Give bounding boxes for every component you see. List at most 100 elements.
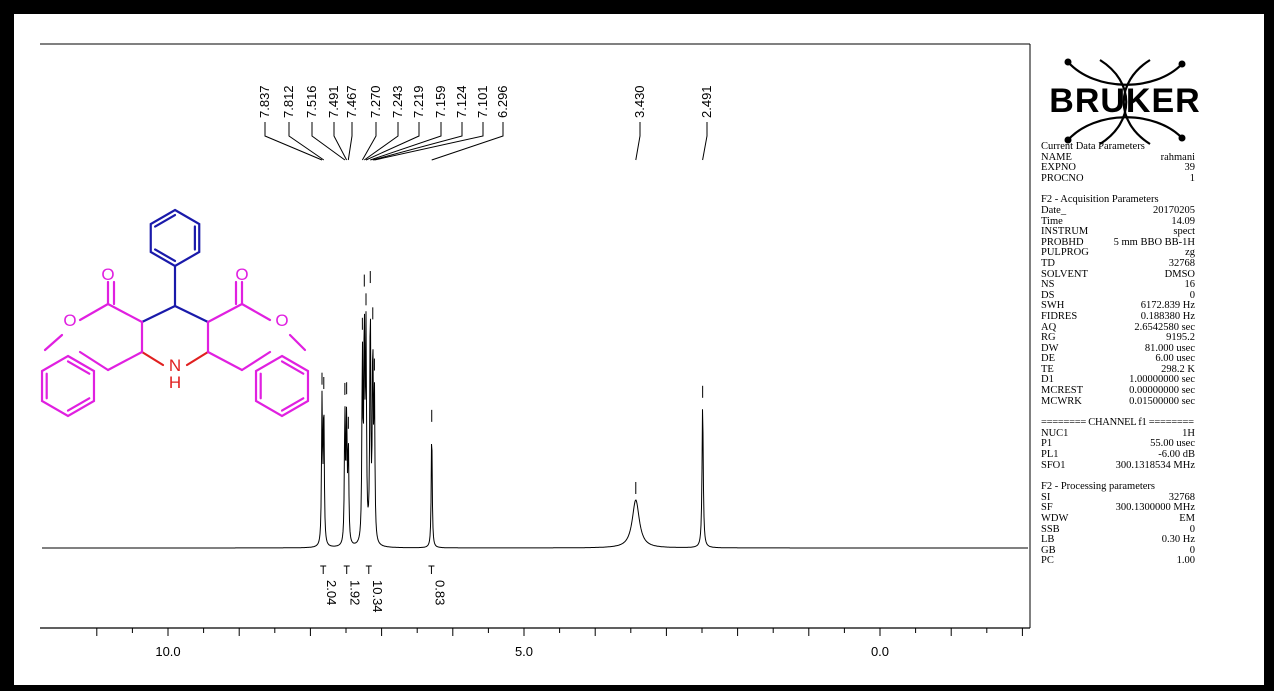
param-key: SI: [1041, 491, 1051, 503]
param-row: INSTRUM spect: [1041, 227, 1256, 238]
peak-label: 3.430: [632, 85, 647, 118]
param-row: Time 14.09: [1041, 215, 1256, 228]
param-row: TD 32768: [1041, 258, 1256, 270]
peak-label: 7.467: [344, 85, 359, 118]
spectrum-trace: [42, 311, 1028, 549]
peak-leader-line: [374, 122, 484, 161]
param-value: 1H: [1182, 427, 1195, 439]
param-key: SSB: [1041, 523, 1060, 535]
param-key: MCREST: [1041, 385, 1084, 397]
peak-leader-line: [288, 122, 325, 161]
peak-label: 2.491: [699, 85, 714, 118]
param-key: AQ: [1041, 321, 1057, 333]
param-value: 6172.839 Hz: [1140, 300, 1195, 312]
peak-leader-line: [361, 122, 377, 161]
proc-params-title: F2 - Processing parameters: [1041, 481, 1156, 493]
param-key: SOLVENT: [1041, 268, 1088, 280]
peak-label: 7.159: [433, 85, 448, 118]
param-row: NS 16: [1041, 280, 1256, 291]
param-value: 20170205: [1153, 204, 1195, 216]
param-row: SI 32768: [1041, 491, 1256, 504]
param-value: 0.188380 Hz: [1140, 310, 1195, 322]
param-key: MCWRK: [1041, 395, 1082, 407]
param-value: DMSO: [1164, 268, 1195, 280]
right-benzo-ring: [254, 354, 310, 418]
integral-mark: 0.83: [428, 565, 447, 605]
param-value: 0.00000000 sec: [1129, 385, 1195, 397]
current-params-title: Current Data Parameters: [1041, 141, 1145, 152]
param-value: 5 mm BBO BB-1H: [1113, 236, 1195, 248]
double-bond: [280, 397, 305, 412]
param-row: RG 9195.2: [1041, 332, 1256, 344]
bond: [106, 350, 144, 372]
param-key: DW: [1041, 342, 1059, 354]
integral-mark: 10.34: [365, 565, 385, 613]
param-row: WDW EM: [1041, 513, 1256, 525]
bond: [78, 302, 110, 322]
param-value: 14.09: [1171, 215, 1195, 227]
double-bond: [154, 248, 177, 263]
peak-label: 7.243: [390, 85, 405, 118]
integral-mark: 1.92: [343, 565, 363, 605]
peak-leader-line: [264, 122, 323, 161]
param-value: 6.00 usec: [1155, 353, 1195, 365]
param-key: GB: [1041, 544, 1056, 556]
peak-label: 6.296: [495, 85, 510, 118]
peak-leader-line: [311, 122, 346, 161]
atom-label: O: [63, 311, 76, 330]
param-value: 0.01500000 sec: [1129, 395, 1195, 407]
double-bond: [66, 360, 91, 375]
peak-label: 7.812: [281, 85, 296, 118]
param-key: Time: [1041, 215, 1063, 227]
param-value: 32768: [1168, 491, 1195, 503]
param-row: PL1 -6.00 dB: [1041, 449, 1256, 461]
param-value: 1.00: [1176, 555, 1195, 567]
param-value: 0: [1189, 544, 1195, 556]
peak-leader-line: [365, 122, 420, 161]
param-value: 298.2 K: [1161, 363, 1195, 375]
double-bond: [154, 213, 177, 228]
integral-mark: 2.04: [320, 565, 339, 605]
integral-value: 10.34: [370, 580, 385, 613]
param-key: Date_: [1041, 204, 1067, 216]
param-row: DE 6.00 usec: [1041, 354, 1256, 365]
param-row: FIDRES 0.188380 Hz: [1041, 310, 1256, 323]
channel-params-list: NUC1 1H P1 55.00 usec PL1 -6.00 dB SFO1 300.131…: [1041, 427, 1256, 471]
atom-label: H: [169, 373, 181, 392]
param-key: WDW: [1041, 513, 1069, 524]
double-bond: [66, 397, 91, 412]
param-row: DS 0: [1041, 289, 1256, 302]
peak-leader-line: [333, 122, 348, 161]
param-row: Date_ 20170205: [1041, 204, 1256, 217]
param-row: MCREST 0.00000000 sec: [1041, 385, 1256, 397]
param-row: PULPROG zg: [1041, 248, 1256, 259]
peak-label: 7.491: [326, 85, 341, 118]
bond: [240, 302, 272, 322]
param-row: SF 300.1300000 MHz: [1041, 503, 1256, 514]
param-key: DS: [1041, 289, 1055, 301]
atom-label: O: [275, 311, 288, 330]
param-key: RG: [1041, 332, 1056, 344]
param-row: DW 81.000 usec: [1041, 342, 1256, 355]
param-key: D1: [1041, 374, 1054, 386]
bond: [43, 333, 64, 352]
bond: [240, 350, 272, 372]
peak-leader-line: [370, 122, 442, 161]
param-row: P1 55.00 usec: [1041, 439, 1256, 450]
bond: [288, 333, 307, 352]
param-value: 0: [1189, 523, 1195, 535]
param-key: LB: [1041, 534, 1055, 546]
bond: [140, 304, 177, 324]
param-value: spect: [1173, 226, 1195, 238]
param-key: PL1: [1041, 449, 1059, 461]
phenyl-ring: [149, 208, 201, 268]
atom-label: N: [169, 356, 181, 375]
bond: [173, 304, 210, 324]
param-row: TE 298.2 K: [1041, 363, 1256, 376]
param-row: PROCNO 1: [1041, 173, 1256, 185]
param-key: DE: [1041, 353, 1055, 365]
acq-params-title: F2 - Acquisition Parameters: [1041, 194, 1159, 206]
param-key: INSTRUM: [1041, 226, 1089, 238]
peak-leader-line: [364, 122, 399, 161]
